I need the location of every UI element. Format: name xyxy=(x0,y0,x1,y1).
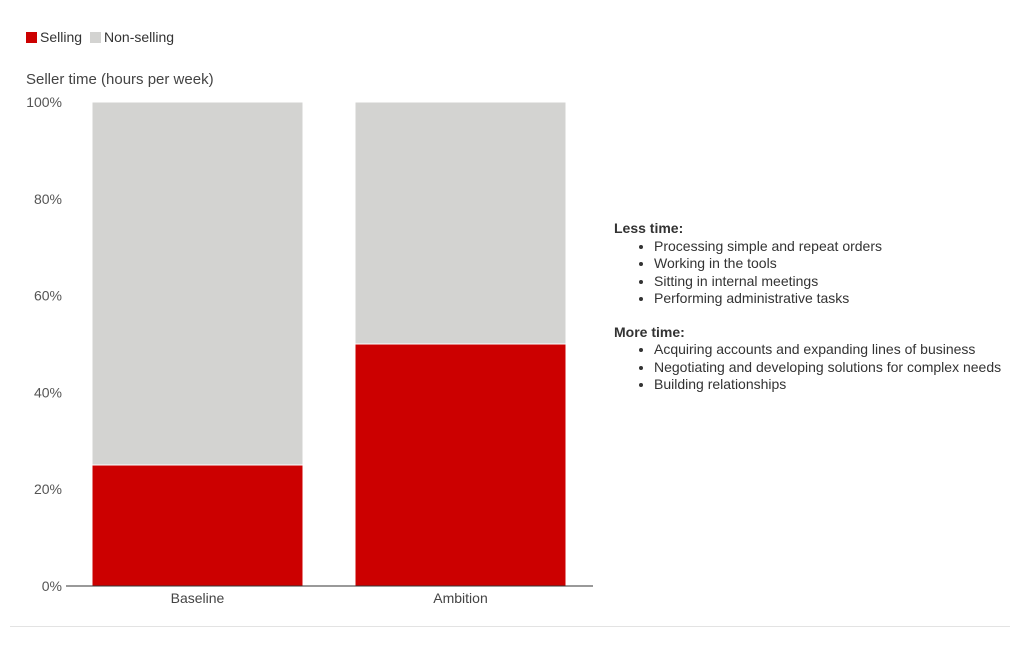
less-time-heading: Less time: xyxy=(614,220,684,236)
bar-segment-non-selling-baseline xyxy=(91,101,304,466)
more-time-item: Building relationships xyxy=(654,376,1014,394)
bar-segment-selling-baseline xyxy=(91,464,304,587)
y-tick-label: 80% xyxy=(34,191,62,207)
less-time-item: Processing simple and repeat orders xyxy=(654,238,1014,256)
bar-segment-non-selling-ambition xyxy=(354,101,567,345)
more-time-list: Acquiring accounts and expanding lines o… xyxy=(614,341,1014,394)
time-notes: Less time: Processing simple and repeat … xyxy=(614,220,1014,410)
chart-legend: Selling Non-selling xyxy=(26,29,182,45)
stacked-bar-chart: 0% 20% 40% 60% 80% 100% Baseline Ambition xyxy=(26,94,593,606)
y-tick-label: 40% xyxy=(34,384,62,400)
legend-label-non-selling: Non-selling xyxy=(104,29,175,45)
legend-label-selling: Selling xyxy=(40,29,83,45)
more-time-item: Acquiring accounts and expanding lines o… xyxy=(654,341,1014,359)
bar-segment-selling-ambition xyxy=(354,343,567,587)
more-time-item: Negotiating and developing solutions for… xyxy=(654,359,1014,377)
legend-item-selling: Selling xyxy=(26,29,82,45)
legend-item-non-selling: Non-selling xyxy=(90,29,174,45)
less-time-list: Processing simple and repeat orders Work… xyxy=(614,238,1014,308)
legend-swatch-selling xyxy=(26,31,37,43)
x-tick-label-baseline: Baseline xyxy=(171,590,225,606)
x-tick-label-ambition: Ambition xyxy=(433,590,487,606)
y-tick-label: 20% xyxy=(34,481,62,497)
bottom-divider xyxy=(10,626,1010,627)
y-tick-label: 100% xyxy=(26,94,62,110)
more-time-heading: More time: xyxy=(614,323,685,340)
less-time-item: Performing administrative tasks xyxy=(654,290,1014,308)
legend-swatch-non-selling xyxy=(90,31,102,43)
less-time-item: Sitting in internal meetings xyxy=(654,273,1014,291)
less-time-item: Working in the tools xyxy=(654,255,1014,273)
y-tick-label: 60% xyxy=(34,288,62,304)
y-tick-label: 0% xyxy=(42,578,62,594)
y-axis-title: Seller time (hours per week) xyxy=(26,71,214,88)
